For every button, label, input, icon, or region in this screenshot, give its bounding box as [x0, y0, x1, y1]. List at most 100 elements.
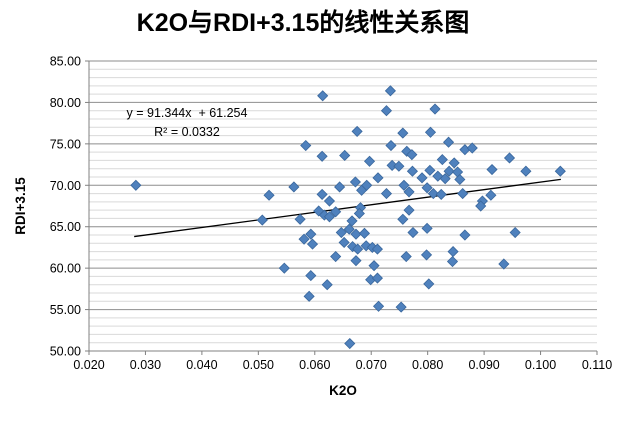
data-point-marker[interactable]: [349, 176, 361, 188]
data-point-marker[interactable]: [317, 90, 329, 102]
data-point-marker[interactable]: [424, 164, 436, 176]
data-point-marker[interactable]: [554, 165, 566, 177]
data-point-marker[interactable]: [386, 159, 398, 171]
data-point-marker[interactable]: [457, 188, 469, 200]
axes: [88, 61, 597, 352]
data-point-marker[interactable]: [306, 238, 319, 250]
data-point-marker[interactable]: [316, 188, 328, 200]
data-point-marker[interactable]: [400, 250, 412, 263]
data-point-marker[interactable]: [305, 228, 317, 240]
data-point-marker[interactable]: [407, 226, 419, 239]
chart-title: K2O与RDI+3.15的线性关系图: [136, 9, 470, 37]
data-point-marker[interactable]: [330, 206, 342, 218]
data-point-marker[interactable]: [485, 189, 497, 201]
data-point-marker[interactable]: [372, 172, 384, 184]
x-tick-label: 0.030: [130, 358, 161, 372]
data-point-marker[interactable]: [263, 189, 275, 201]
r-squared-label: R² = 0.0332: [154, 125, 220, 139]
data-point-marker[interactable]: [385, 139, 397, 152]
data-point-marker[interactable]: [256, 214, 268, 226]
data-point-marker[interactable]: [372, 300, 385, 312]
data-point-marker[interactable]: [347, 241, 359, 253]
data-point-marker[interactable]: [486, 163, 498, 176]
data-point-marker[interactable]: [503, 152, 516, 164]
data-point-marker[interactable]: [323, 211, 336, 223]
data-point-marker[interactable]: [300, 139, 312, 152]
data-point-marker[interactable]: [288, 181, 300, 193]
data-point-marker[interactable]: [403, 204, 415, 216]
data-point-marker[interactable]: [416, 172, 428, 184]
data-point-marker[interactable]: [305, 270, 317, 282]
data-point-marker[interactable]: [459, 229, 471, 241]
data-point-marker[interactable]: [330, 250, 342, 263]
data-point-marker[interactable]: [334, 181, 346, 193]
data-point-marker[interactable]: [520, 165, 532, 177]
data-point-marker[interactable]: [130, 179, 142, 191]
data-point-marker[interactable]: [380, 188, 393, 200]
data-point-marker[interactable]: [421, 222, 433, 234]
data-point-marker[interactable]: [298, 233, 310, 245]
data-point-marker[interactable]: [439, 173, 451, 185]
data-point-marker[interactable]: [421, 182, 433, 194]
data-point-marker[interactable]: [351, 125, 363, 137]
data-point-marker[interactable]: [436, 154, 448, 166]
data-point-marker[interactable]: [420, 249, 433, 261]
data-point-marker[interactable]: [294, 213, 306, 225]
data-point-marker[interactable]: [338, 236, 350, 249]
data-points: [130, 85, 566, 350]
data-point-marker[interactable]: [498, 258, 510, 270]
data-point-marker[interactable]: [397, 213, 409, 225]
y-axis-title: RDI+3.15: [13, 177, 28, 235]
data-point-marker[interactable]: [427, 188, 439, 200]
data-point-marker[interactable]: [335, 226, 347, 239]
data-point-marker[interactable]: [395, 301, 407, 313]
data-point-marker[interactable]: [403, 186, 415, 198]
data-point-marker[interactable]: [352, 243, 364, 255]
data-point-marker[interactable]: [466, 142, 478, 154]
data-point-marker[interactable]: [343, 223, 355, 235]
data-point-marker[interactable]: [371, 272, 383, 284]
data-point-marker[interactable]: [454, 173, 466, 186]
data-point-marker[interactable]: [509, 226, 521, 239]
data-point-marker[interactable]: [393, 160, 405, 172]
data-point-marker[interactable]: [361, 179, 373, 191]
data-point-marker[interactable]: [323, 195, 336, 207]
data-point-marker[interactable]: [371, 243, 383, 255]
y-tick-label: 75.00: [50, 137, 81, 151]
data-point-marker[interactable]: [475, 200, 487, 212]
data-point-marker[interactable]: [358, 227, 371, 239]
data-point-marker[interactable]: [339, 149, 351, 162]
data-point-marker[interactable]: [278, 262, 290, 274]
data-point-marker[interactable]: [321, 279, 333, 291]
data-point-marker[interactable]: [429, 103, 441, 115]
data-point-marker[interactable]: [406, 149, 418, 161]
x-tick-label: 0.090: [468, 358, 499, 372]
data-point-marker[interactable]: [435, 188, 447, 200]
data-point-marker[interactable]: [353, 207, 365, 220]
data-point-marker[interactable]: [448, 157, 460, 169]
data-point-marker[interactable]: [380, 105, 393, 117]
data-point-marker[interactable]: [398, 179, 410, 191]
plot-area[interactable]: [89, 61, 597, 351]
data-point-marker[interactable]: [443, 165, 455, 177]
y-tick-label: 60.00: [50, 262, 81, 276]
data-point-marker[interactable]: [423, 278, 435, 290]
trendline[interactable]: [134, 178, 561, 238]
data-point-marker[interactable]: [346, 215, 358, 227]
data-point-marker[interactable]: [442, 136, 455, 148]
trendline-equation: y = 91.344x + 61.254 R² = 0.0332: [127, 106, 248, 139]
data-point-marker[interactable]: [368, 260, 380, 272]
data-point-marker[interactable]: [446, 255, 459, 268]
data-point-marker[interactable]: [424, 126, 437, 138]
data-point-marker[interactable]: [384, 85, 396, 97]
data-point-marker[interactable]: [350, 228, 362, 240]
data-point-marker[interactable]: [363, 155, 376, 167]
data-point-marker[interactable]: [397, 127, 409, 139]
data-point-marker[interactable]: [303, 290, 315, 302]
data-point-marker[interactable]: [350, 255, 362, 267]
data-point-marker[interactable]: [406, 165, 418, 177]
data-point-marker[interactable]: [316, 150, 328, 162]
data-point-marker[interactable]: [344, 337, 356, 350]
